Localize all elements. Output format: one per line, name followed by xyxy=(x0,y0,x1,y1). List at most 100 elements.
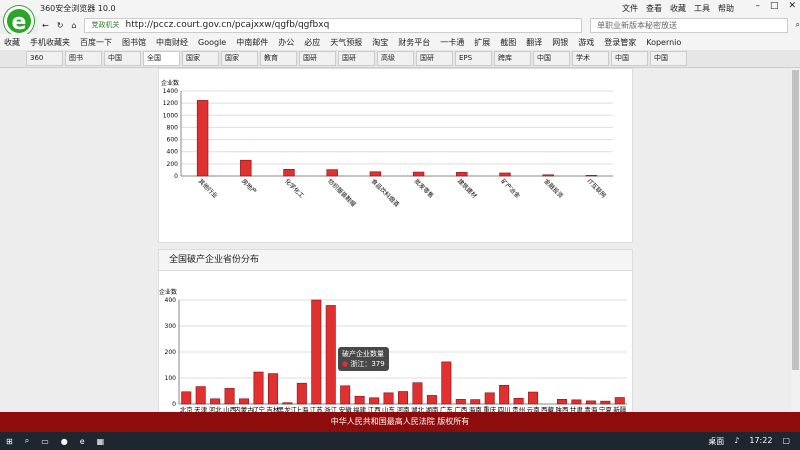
x-tick-label: 矿产冶金 xyxy=(499,177,522,200)
x-tick-label: 北京 xyxy=(180,405,194,414)
x-tick-label: 重庆 xyxy=(483,405,497,414)
browser-tab[interactable]: 中国 xyxy=(104,51,141,66)
url-text: http://pccz.court.gov.cn/pcajxxw/qgfb/qg… xyxy=(125,20,330,30)
bookmark-item[interactable]: 图书馆 xyxy=(122,37,146,47)
address-bar[interactable]: 党政机关 http://pccz.court.gov.cn/pcajxxw/qg… xyxy=(84,17,583,33)
browser-logo: e xyxy=(4,6,34,36)
bookmark-item[interactable]: 办公 xyxy=(278,37,295,47)
bar xyxy=(326,169,338,177)
bookmark-item[interactable]: 中南邮件 xyxy=(236,37,269,47)
menu-help[interactable]: 帮助 xyxy=(718,4,734,13)
browser-tab[interactable]: 跨库 xyxy=(494,51,531,66)
bookmark-item[interactable]: 百度一下 xyxy=(80,37,112,47)
bookmark-item[interactable]: 必应 xyxy=(304,37,321,47)
bookmark-item[interactable]: 网银 xyxy=(552,37,569,47)
tooltip-value: 浙江：379 xyxy=(350,360,385,368)
province-chart-panel: 全国破产企业省份分布 企业数 0 100 200 300 400 北京 天津 河北 山西 内蒙古 辽宁… xyxy=(158,249,633,414)
notification-icon[interactable]: ▢ xyxy=(782,436,790,445)
maximize-icon[interactable]: □ xyxy=(769,1,779,11)
bookmark-item[interactable]: 登录管家 xyxy=(604,37,637,47)
bookmark-item[interactable]: 一卡通 xyxy=(440,37,465,47)
menu-tools[interactable]: 工具 xyxy=(694,4,710,13)
scrollbar-thumb[interactable] xyxy=(792,70,799,370)
close-icon[interactable]: ✕ xyxy=(788,1,796,11)
bookmark-item[interactable]: 截图 xyxy=(500,37,517,47)
bar xyxy=(571,399,582,405)
home-icon[interactable]: ⌂ xyxy=(71,20,77,30)
browser-tab[interactable]: 图书 xyxy=(65,51,102,66)
x-tick-label: 黑龙江 xyxy=(278,405,298,414)
bar xyxy=(369,171,382,177)
x-tick-label: 金融投资 xyxy=(542,177,565,200)
bookmark-item[interactable]: 翻译 xyxy=(526,37,543,47)
browser-tab[interactable]: 国家 xyxy=(221,51,258,66)
start-icon[interactable]: ⊞ xyxy=(6,436,13,446)
browser-tab[interactable]: EPS xyxy=(455,51,492,66)
bookmark-item[interactable]: 财务平台 xyxy=(398,37,431,47)
x-tick-label: 山西 xyxy=(223,405,237,414)
bar xyxy=(210,398,221,405)
x-tick-label: 建筑建材 xyxy=(456,177,479,200)
browser-tab[interactable]: 中国 xyxy=(650,51,687,66)
bookmark-item[interactable]: 收藏 xyxy=(4,37,20,47)
desktop-label[interactable]: 桌面 xyxy=(708,437,725,446)
bar xyxy=(311,299,322,405)
menu-file[interactable]: 文件 xyxy=(622,4,638,13)
bar xyxy=(398,391,408,405)
x-tick-label: 安徽 xyxy=(339,405,353,414)
browser-tab[interactable]: 学术 xyxy=(572,51,609,66)
file-explorer-icon[interactable]: ▦ xyxy=(96,436,105,446)
browser-tab[interactable]: 中国 xyxy=(533,51,570,66)
minimize-icon[interactable]: – xyxy=(755,1,760,11)
y-tick-label: 100 xyxy=(165,375,177,382)
browser-tab[interactable]: 360 xyxy=(26,51,63,66)
tooltip-title: 破产企业数量 xyxy=(342,350,384,358)
browser-tab[interactable]: 国家 xyxy=(182,51,219,66)
bookmark-item[interactable]: 扩展 xyxy=(474,37,491,47)
app-title: 360安全浏览器 10.0 xyxy=(40,4,116,13)
x-tick-label: 青海 xyxy=(584,405,598,414)
task-view-icon[interactable]: ▭ xyxy=(41,436,49,446)
menu-favorites[interactable]: 收藏 xyxy=(670,4,686,13)
y-tick-label: 200 xyxy=(167,161,179,168)
search-input[interactable]: 单职业新版本秘密放送 xyxy=(590,17,788,33)
bookmark-item[interactable]: 淘宝 xyxy=(372,37,389,47)
x-tick-label: 辽宁 xyxy=(252,405,266,414)
y-tick-label: 400 xyxy=(167,149,179,156)
browser-tab[interactable]: 国研 xyxy=(299,51,336,66)
bar xyxy=(240,159,252,177)
bar xyxy=(600,400,611,405)
x-tick-label: 海南 xyxy=(469,405,483,414)
bookmark-item[interactable]: Google xyxy=(198,37,227,47)
back-icon[interactable]: ← xyxy=(42,20,49,30)
browser-tab[interactable]: 中国 xyxy=(611,51,648,66)
bookmark-item[interactable]: Kopernio xyxy=(646,37,682,47)
browser-tab[interactable]: 国研 xyxy=(338,51,375,66)
y-tick-label: 1000 xyxy=(163,112,178,119)
y-tick-label: 1200 xyxy=(163,100,178,107)
bookmark-item[interactable]: 手机收藏夹 xyxy=(30,37,70,47)
x-tick-label: 食品饮料烟酒 xyxy=(370,177,401,208)
menu-view[interactable]: 查看 xyxy=(646,4,662,13)
bookmark-item[interactable]: 游戏 xyxy=(578,37,595,47)
chart-tooltip: 破产企业数量 ● 浙江：379 xyxy=(338,347,389,371)
browser-tab[interactable]: 全国 xyxy=(143,51,180,66)
browser-icon[interactable]: e xyxy=(79,436,85,446)
volume-icon[interactable]: ♪ xyxy=(734,436,740,445)
clock[interactable]: 17:22 xyxy=(749,436,773,445)
search-icon[interactable]: ⌕ xyxy=(795,20,800,29)
industry-bar-chart: 企业数 0 200 400 600 800 1000 1200 1400 其他行业 房地产 化学化工纺… xyxy=(161,79,613,208)
search-icon[interactable]: ⌕ xyxy=(24,436,30,445)
browser-tab[interactable]: 国研 xyxy=(416,51,453,66)
bookmark-item[interactable]: 天气预报 xyxy=(330,37,363,47)
refresh-icon[interactable]: ↻ xyxy=(56,20,64,30)
bar xyxy=(585,400,596,405)
bar xyxy=(614,397,625,405)
x-tick-label: 湖北 xyxy=(411,405,425,414)
browser-tab[interactable]: 高级 xyxy=(377,51,414,66)
bookmark-item[interactable]: 中南财经 xyxy=(156,37,188,47)
browser-tab[interactable]: 教育 xyxy=(260,51,297,66)
app-icon[interactable]: ● xyxy=(60,436,68,446)
bar xyxy=(484,392,495,405)
x-tick-label: 批发零售 xyxy=(413,177,436,200)
